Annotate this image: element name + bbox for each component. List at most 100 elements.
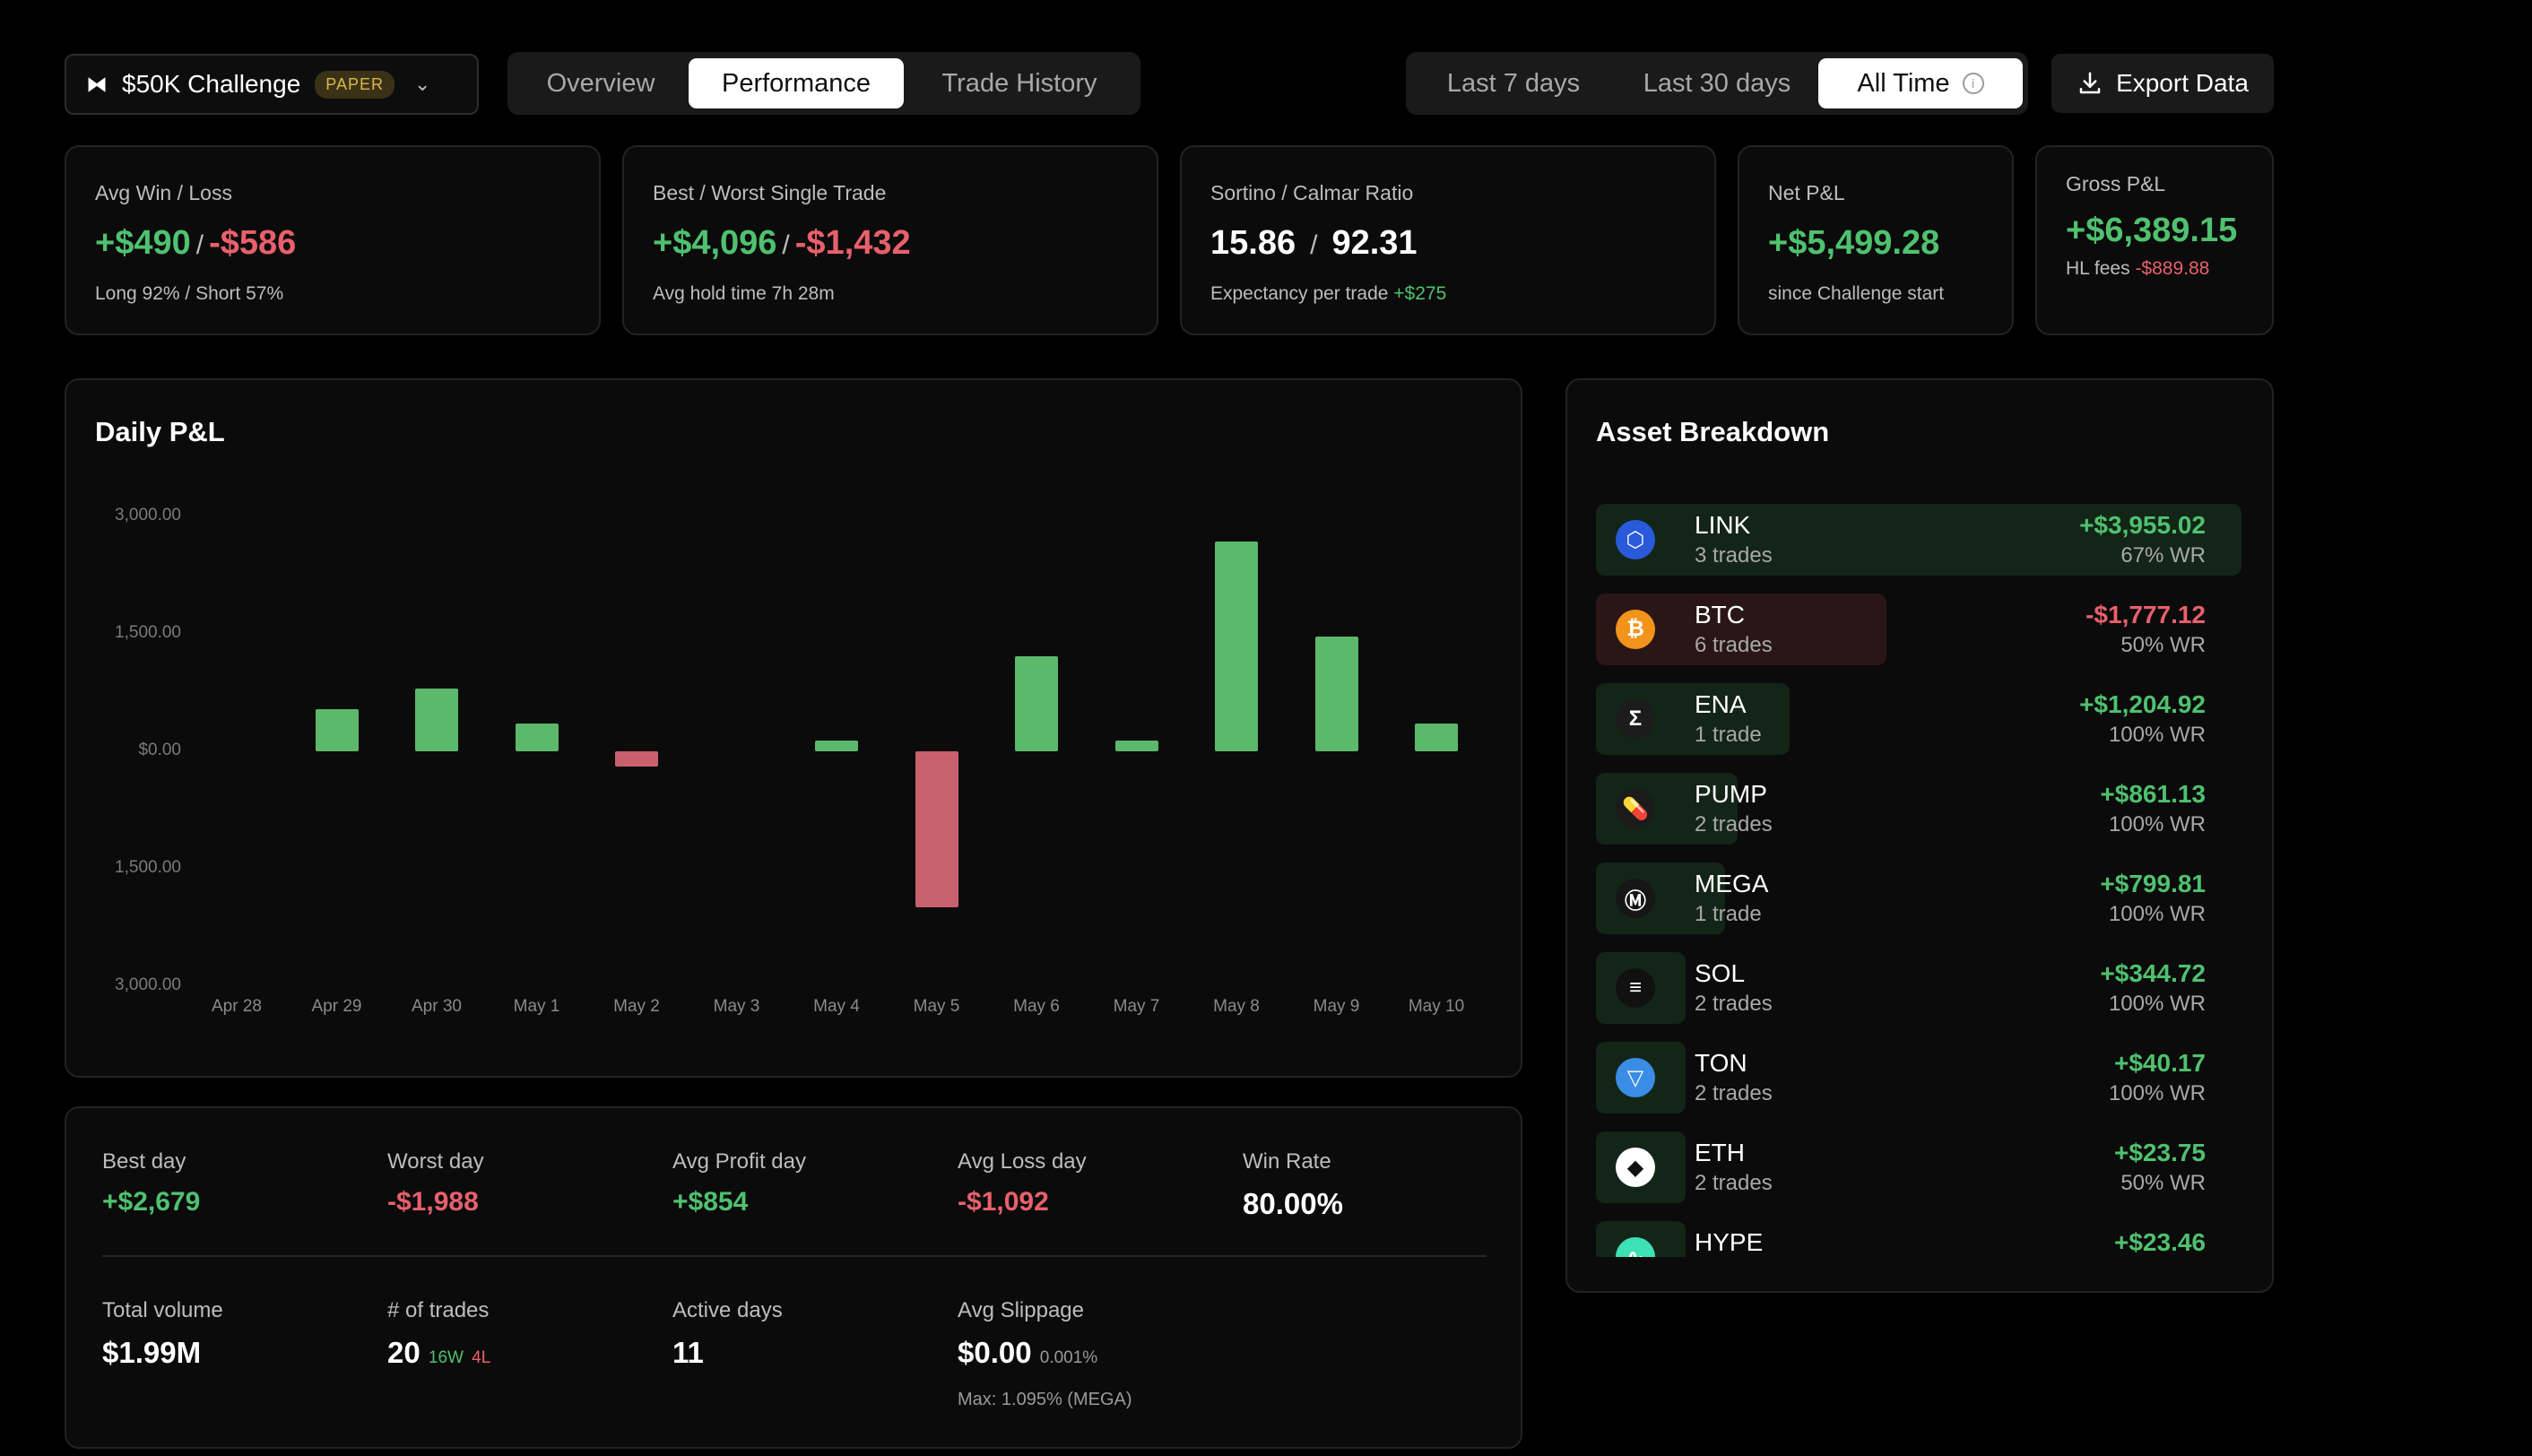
expectancy-text: Expectancy per trade +$275 [1210,283,1446,305]
tab-overview[interactable]: Overview [546,68,655,98]
asset-pnl: +$861.13 [2100,780,2206,808]
asset-symbol: SOL [1695,959,1746,987]
pnl-bar[interactable] [315,708,359,751]
best-worst-label: Best / Worst Single Trade [653,181,887,204]
avg-slippage-label: Avg Slippage [958,1298,1084,1322]
long-short-text: Long 92% / Short 57% [95,283,284,304]
asset-row-link[interactable]: ⬡ LINK 3 trades +$3,955.02 67% WR [1596,504,2242,576]
asset-pnl: +$799.81 [2100,870,2206,897]
avg-win-loss-card: Avg Win / Loss +$490/-$586 Long 92% / Sh… [65,145,601,335]
win-rate-value: 80.00% [1243,1187,1343,1220]
view-tabs: Overview Performance Trade History [507,52,1140,115]
net-pnl-label: Net P&L [1768,181,1845,204]
pnl-bar[interactable] [515,724,559,751]
num-trades-wins: 16W [428,1348,464,1367]
asset-symbol: PUMP [1695,780,1767,808]
best-worst-trade-card: Best / Worst Single Trade +$4,096/-$1,43… [622,145,1158,335]
pnl-bar[interactable] [1215,542,1258,751]
expectancy-value: +$275 [1393,283,1447,304]
asset-trade-count: 1 trade [1695,723,1762,747]
daily-pnl-panel: Daily P&L 3,000.00 1,500.00 $0.00 1,500.00 3… [65,378,1522,1078]
hype-icon: ∿ [1616,1237,1655,1257]
net-pnl-sub: since Challenge start [1768,283,1945,304]
pnl-bar[interactable] [815,740,858,751]
sortino-value: 15.86 [1210,224,1296,262]
num-trades-losses: 4L [472,1348,491,1367]
sortino-calmar-label: Sortino / Calmar Ratio [1210,181,1414,204]
best-day-label: Best day [102,1149,186,1174]
export-data-button[interactable]: Export Data [2051,54,2274,113]
hl-fees-label: HL fees [2066,258,2130,279]
pnl-bar[interactable] [1015,656,1058,751]
best-worst-value: +$4,096/-$1,432 [653,224,911,262]
gross-pnl-value: +$6,389.15 [2066,212,2238,249]
asset-symbol: TON [1695,1049,1747,1077]
info-icon: i [1962,73,1984,94]
y-tick-label: 3,000.00 [115,975,181,994]
x-tick-label: May 6 [1013,997,1060,1016]
x-tick-label: May 2 [613,997,660,1016]
avg-profit-day-label: Avg Profit day [672,1149,806,1174]
asset-win-rate: 100% WR [2108,812,2206,836]
hl-fees-text: HL fees -$889.88 [2066,258,2209,280]
challenge-selector[interactable]: ⧓ $50K Challenge PAPER ⌄ [65,54,479,115]
avg-loss-value: -$586 [209,224,297,262]
asset-pnl: +$344.72 [2100,959,2206,987]
asset-row-pump[interactable]: 💊 PUMP 2 trades +$861.13 100% WR [1596,773,2242,845]
asset-symbol: ENA [1695,690,1747,718]
total-volume-value: $1.99M [102,1336,202,1369]
pnl-bar[interactable] [1114,740,1158,751]
asset-row-sol[interactable]: ≡ SOL 2 trades +$344.72 100% WR [1596,952,2242,1024]
pnl-bar[interactable] [1415,723,1458,751]
pnl-bar[interactable] [1314,637,1358,751]
avg-slippage-amount: $0.00 [958,1336,1032,1369]
mega-icon: Ⓜ [1616,879,1655,918]
asset-pnl: +$1,204.92 [2079,690,2206,718]
chevron-down-icon: ⌄ [413,73,431,95]
avg-win-value: +$490 [95,224,191,262]
y-tick-label: 3,000.00 [115,506,181,524]
tab-trade-history[interactable]: Trade History [941,68,1097,98]
x-tick-label: May 5 [913,997,960,1016]
best-trade-value: +$4,096 [653,224,777,262]
pnl-bar[interactable] [615,751,658,767]
asset-win-rate: 50% WR [2120,633,2206,657]
range-last-30-days[interactable]: Last 30 days [1643,68,1791,98]
y-tick-label: $0.00 [138,741,181,759]
asset-row-btc[interactable]: ₿ BTC 6 trades -$1,777.12 50% WR [1596,594,2242,665]
avg-loss-day-value: -$1,092 [958,1187,1049,1217]
x-tick-label: May 1 [513,997,560,1016]
asset-row-ton[interactable]: ▽ TON 2 trades +$40.17 100% WR [1596,1042,2242,1114]
x-tick-label: May 4 [813,997,860,1016]
solana-icon: ≡ [1616,968,1655,1008]
time-range-selector: Last 7 days Last 30 days All Time i [1406,52,2028,115]
asset-row-hype[interactable]: ∿ HYPE +$23.46 [1596,1221,2242,1257]
paper-badge: PAPER [315,70,395,99]
asset-row-ena[interactable]: Σ ENA 1 trade +$1,204.92 100% WR [1596,683,2242,755]
asset-pnl: -$1,777.12 [2085,601,2206,628]
range-last-7-days[interactable]: Last 7 days [1446,68,1581,98]
asset-win-rate: 50% WR [2120,1171,2206,1195]
asset-row-eth[interactable]: ◆ ETH 2 trades +$23.75 50% WR [1596,1131,2242,1203]
range-all-time[interactable]: All Time i [1818,58,2023,108]
worst-trade-value: -$1,432 [794,224,911,262]
asset-win-rate: 67% WR [2120,543,2206,568]
asset-trade-count: 1 trade [1695,902,1762,926]
avg-hold-time-text: Avg hold time 7h 28m [653,283,835,304]
daily-summary-panel: Best day +$2,679 Worst day -$1,988 Avg P… [65,1106,1522,1449]
pnl-bar[interactable] [915,751,958,907]
calmar-value: 92.31 [1331,224,1418,262]
avg-slippage-value: $0.00 0.001% [958,1336,1097,1370]
gross-pnl-label: Gross P&L [2066,172,2166,195]
asset-trade-count: 2 trades [1695,812,1773,836]
asset-row-mega[interactable]: Ⓜ MEGA 1 trade +$799.81 100% WR [1596,862,2242,934]
ethereum-icon: ◆ [1616,1148,1655,1187]
asset-breakdown-panel: Asset Breakdown ⬡ LINK 3 trades +$3,955.02 6… [1565,378,2274,1293]
summary-divider [102,1255,1487,1257]
ton-icon: ▽ [1616,1058,1655,1097]
asset-symbol: BTC [1695,601,1745,628]
asset-win-rate: 100% WR [2108,902,2206,926]
asset-list[interactable]: ⬡ LINK 3 trades +$3,955.02 67% WR ₿ BTC 6 trade… [1567,504,2272,1257]
tab-performance[interactable]: Performance [689,58,904,108]
pnl-bar[interactable] [415,689,458,751]
